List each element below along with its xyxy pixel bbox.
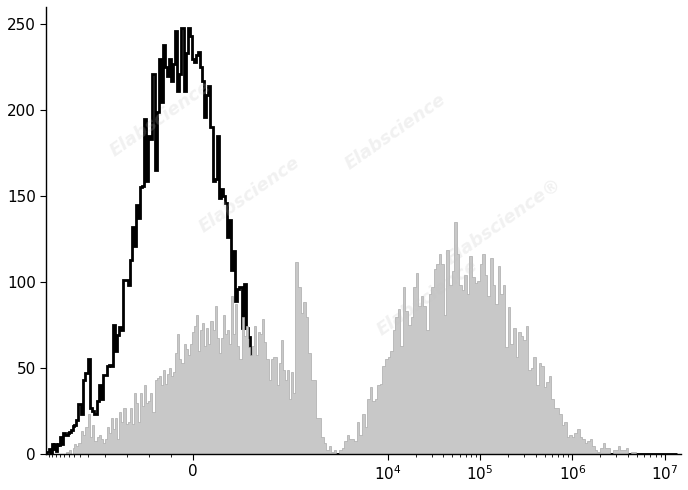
Text: Elabscience: Elabscience: [373, 256, 481, 339]
Text: Elabscience: Elabscience: [195, 153, 303, 236]
Text: Elabscience: Elabscience: [341, 91, 449, 173]
Text: Elabscience: Elabscience: [107, 77, 215, 160]
Text: Elabscience®: Elabscience®: [442, 175, 564, 268]
